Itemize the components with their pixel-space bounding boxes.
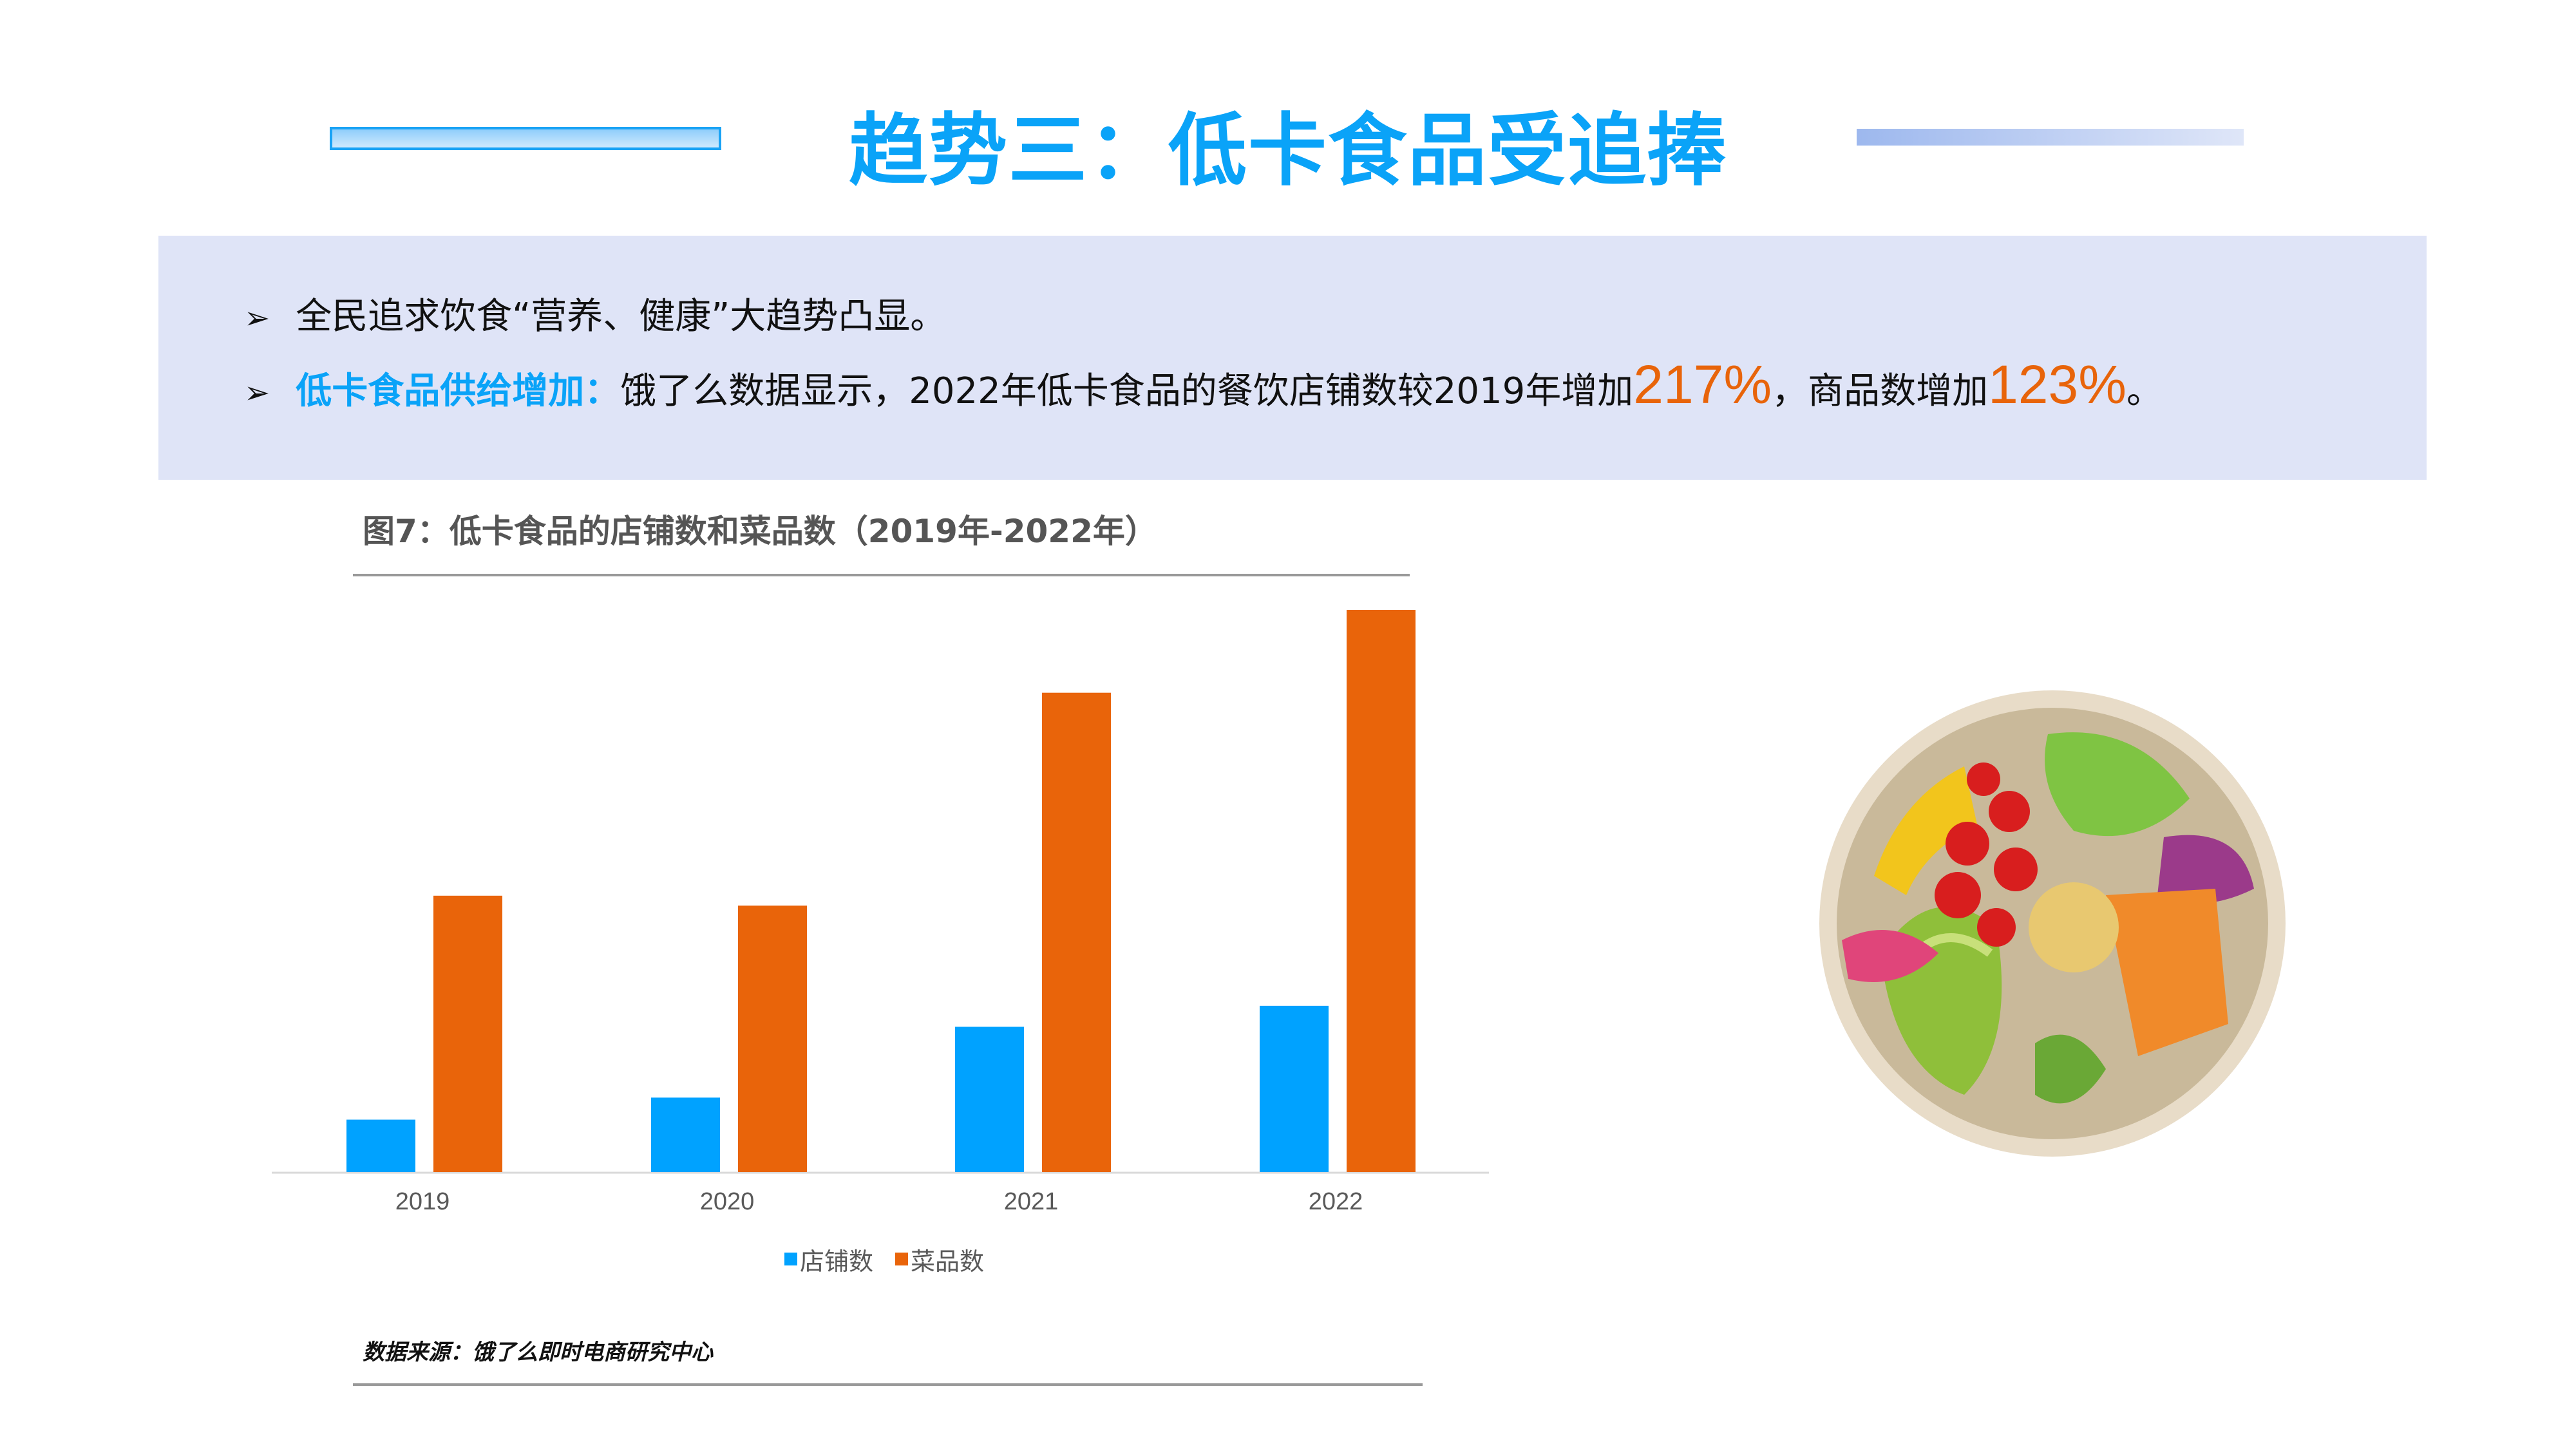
bar-2021-stores [955, 1027, 1024, 1172]
bar-2022-stores [1260, 1005, 1329, 1172]
x-tick-label: 2020 [700, 1188, 755, 1215]
data-source: 数据来源：饿了么即时电商研究中心 [363, 1340, 713, 1365]
salad-bowl-image [1819, 690, 2286, 1157]
legend-swatch [784, 1253, 797, 1265]
pepper-icon [1874, 766, 1977, 895]
x-tick-label: 2022 [1309, 1188, 1363, 1215]
arrow-bullet-icon: ➢ [244, 375, 270, 411]
x-tick-label: 2021 [1004, 1188, 1059, 1215]
bar-2020-dishes [738, 905, 807, 1172]
bar-2019-dishes [433, 895, 502, 1172]
bar-2021-dishes [1042, 692, 1111, 1172]
bullet-text: 。 [2126, 370, 2163, 412]
lettuce-icon [2045, 732, 2190, 837]
cabbage-icon [2157, 835, 2254, 904]
sprouts-icon [2035, 1034, 2106, 1104]
bullet-text: ，商品数增加 [1772, 370, 1989, 412]
arrow-bullet-icon: ➢ [244, 300, 270, 336]
bullet-text: 饿了么数据显示，2022年低卡食品的餐饮店铺数较2019年增加 [620, 370, 1634, 412]
bar-2019-stores [346, 1119, 415, 1172]
x-tick-label: 2019 [395, 1188, 450, 1215]
bar-2020-stores [651, 1097, 720, 1172]
chart-title: 图7：低卡食品的店铺数和菜品数（2019年-2022年） [363, 513, 1157, 550]
chart-title-divider [353, 574, 1410, 576]
bullet-highlight-label: 低卡食品供给增加： [296, 370, 621, 412]
summary-panel: ➢ 全民追求饮食“营养、健康”大趋势凸显。 ➢ 低卡食品供给增加： 饿了么数据显… [158, 236, 2427, 480]
legend-swatch [895, 1253, 908, 1265]
bullet-item-2: ➢ 低卡食品供给增加： 饿了么数据显示，2022年低卡食品的餐饮店铺数较2019… [244, 354, 2163, 416]
dish-increase-percent: 123% [1988, 354, 2126, 415]
bullet-text: 全民追求饮食“营养、健康”大趋势凸显。 [296, 296, 947, 337]
title-decoration-right [1857, 129, 2244, 146]
radish-icon [1842, 930, 1938, 982]
legend-label: 店铺数 [800, 1249, 873, 1276]
tomatoes-icon [1935, 762, 2038, 947]
sweet-potato-icon [2106, 889, 2228, 1056]
bullet-item-1: ➢ 全民追求饮食“营养、健康”大趋势凸显。 [244, 287, 946, 339]
legend-label: 菜品数 [911, 1249, 984, 1276]
chickpeas-icon [2029, 882, 2119, 972]
title-decoration-left [330, 127, 721, 150]
source-divider [353, 1383, 1423, 1386]
store-increase-percent: 217% [1633, 354, 1772, 415]
page-title: 趋势三：低卡食品受追捧 [849, 105, 1727, 196]
bar-2022-dishes [1347, 610, 1416, 1172]
